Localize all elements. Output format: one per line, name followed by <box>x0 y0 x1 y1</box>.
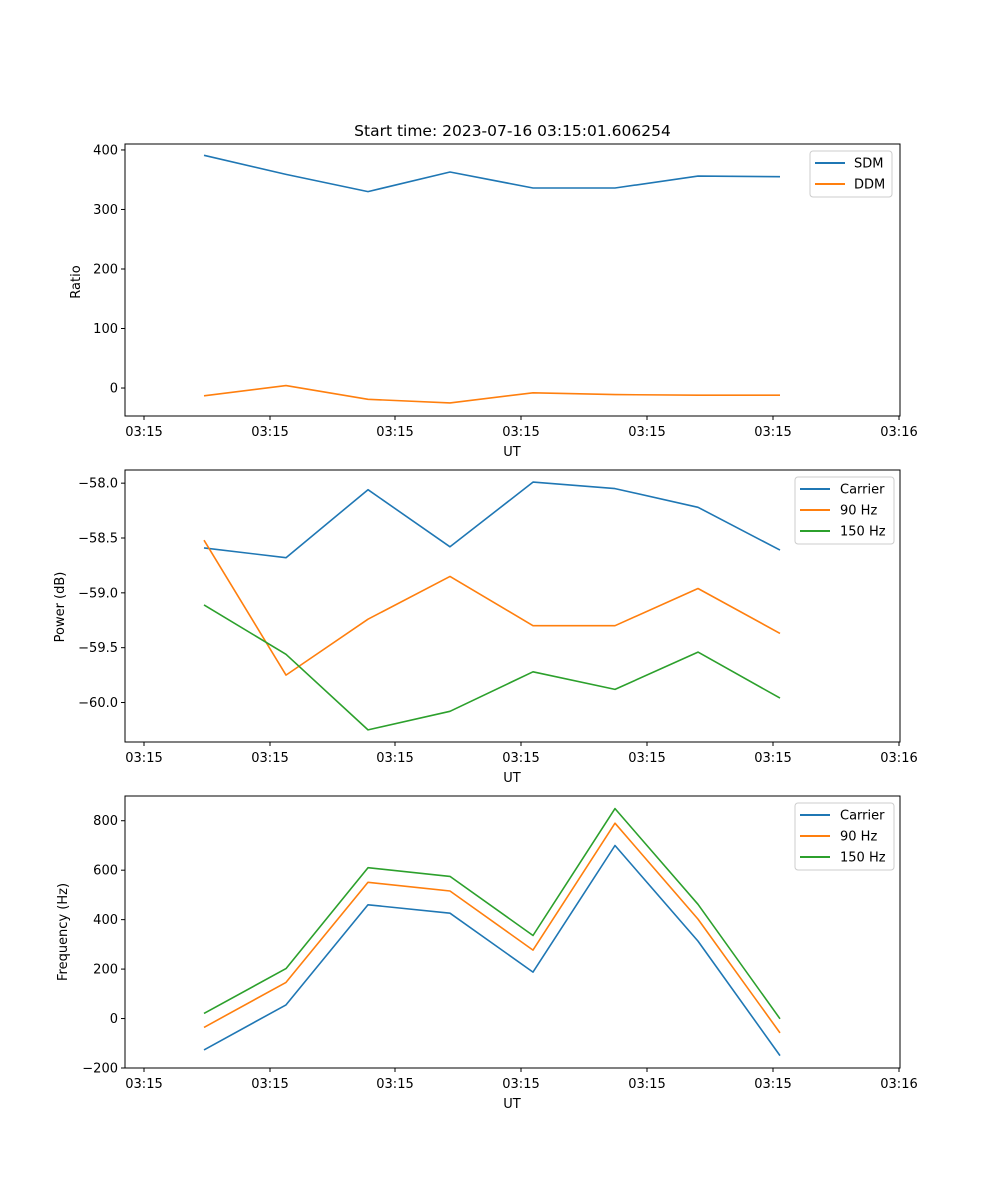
ratio-y-axis-label: Ratio <box>69 265 84 298</box>
x-tick-label: 03:15 <box>376 425 413 440</box>
frequency-axes-frame <box>124 795 901 1069</box>
frequency-plot-area <box>203 807 781 1057</box>
x-tick-label: 03:15 <box>251 425 288 440</box>
y-tick-label: −58.5 <box>78 532 118 547</box>
legend-label-ddm: DDM <box>854 178 885 193</box>
frequency-panel: 03:15 03:15 03:15 03:15 03:15 03:15 03:1… <box>56 795 918 1112</box>
power-legend: Carrier 90 Hz 150 Hz <box>794 476 895 545</box>
x-tick-label: 03:15 <box>754 425 791 440</box>
power-y-ticks: −58.0 −58.5 −59.0 −59.5 −60.0 <box>78 477 125 711</box>
series-line-sdm <box>203 154 781 193</box>
power-x-ticks: 03:15 03:15 03:15 03:15 03:15 03:15 03:1… <box>125 742 918 766</box>
power-plot-area <box>203 481 781 731</box>
legend-label-90hz: 90 Hz <box>840 830 877 845</box>
frequency-x-axis-label: UT <box>503 1097 521 1112</box>
x-tick-label: 03:15 <box>125 425 162 440</box>
y-tick-label: 400 <box>93 143 118 158</box>
series-line-carrier <box>203 481 781 559</box>
x-tick-label: 03:15 <box>376 751 413 766</box>
x-tick-label: 03:15 <box>628 425 665 440</box>
ratio-y-ticks: 0 100 200 300 400 <box>93 143 125 397</box>
y-tick-label: 0 <box>110 1012 118 1027</box>
x-tick-label: 03:15 <box>125 1077 162 1092</box>
x-tick-label: 03:15 <box>502 1077 539 1092</box>
y-tick-label: 600 <box>93 864 118 879</box>
y-tick-label: 100 <box>93 322 118 337</box>
power-y-axis-label: Power (dB) <box>53 572 68 643</box>
frequency-y-axis-label: Frequency (Hz) <box>56 883 71 981</box>
series-line-90-hz <box>203 822 781 1034</box>
frequency-x-ticks: 03:15 03:15 03:15 03:15 03:15 03:15 03:1… <box>125 1068 918 1092</box>
ratio-legend: SDM DDM <box>809 150 893 198</box>
legend-box <box>794 476 895 545</box>
figure-title: Start time: 2023-07-16 03:15:01.606254 <box>354 122 671 140</box>
x-tick-label: 03:15 <box>251 751 288 766</box>
ratio-x-axis-label: UT <box>503 445 521 460</box>
x-tick-label: 03:15 <box>754 751 791 766</box>
series-line-150-hz <box>203 604 781 731</box>
y-tick-label: 800 <box>93 814 118 829</box>
x-tick-label: 03:15 <box>502 751 539 766</box>
legend-box <box>794 802 895 871</box>
y-tick-label: −58.0 <box>78 477 118 492</box>
series-line-ddm <box>203 384 780 404</box>
x-tick-label: 03:15 <box>251 1077 288 1092</box>
series-line-150-hz <box>203 807 781 1020</box>
legend-label-150hz: 150 Hz <box>840 851 886 866</box>
ratio-x-ticks: 03:15 03:15 03:15 03:15 03:15 03:15 03:1… <box>125 416 918 440</box>
y-tick-label: 0 <box>110 382 118 397</box>
power-axes-frame <box>124 469 901 743</box>
y-tick-label: 200 <box>93 963 118 978</box>
x-tick-label: 03:16 <box>880 751 917 766</box>
x-tick-label: 03:15 <box>376 1077 413 1092</box>
x-tick-label: 03:15 <box>125 751 162 766</box>
power-x-axis-label: UT <box>503 771 521 786</box>
ratio-plot-area <box>203 154 781 404</box>
y-tick-label: −59.5 <box>78 641 118 656</box>
legend-label-carrier: Carrier <box>840 809 885 824</box>
power-panel: 03:15 03:15 03:15 03:15 03:15 03:15 03:1… <box>53 469 918 786</box>
y-tick-label: 300 <box>93 203 118 218</box>
x-tick-label: 03:16 <box>880 425 917 440</box>
y-tick-label: −200 <box>82 1062 118 1077</box>
x-tick-label: 03:15 <box>754 1077 791 1092</box>
legend-label-150hz: 150 Hz <box>840 525 886 540</box>
legend-label-sdm: SDM <box>854 157 883 172</box>
y-tick-label: 400 <box>93 913 118 928</box>
y-tick-label: 200 <box>93 262 118 277</box>
x-tick-label: 03:15 <box>502 425 539 440</box>
y-tick-label: −59.0 <box>78 586 118 601</box>
ratio-axes-frame <box>124 143 901 417</box>
series-line-90-hz <box>203 539 781 676</box>
frequency-y-ticks: −200 0 200 400 600 800 <box>82 814 125 1077</box>
x-tick-label: 03:15 <box>628 751 665 766</box>
frequency-legend: Carrier 90 Hz 150 Hz <box>794 802 895 871</box>
x-tick-label: 03:16 <box>880 1077 917 1092</box>
legend-label-carrier: Carrier <box>840 483 885 498</box>
series-line-carrier <box>203 844 781 1057</box>
ratio-panel: Start time: 2023-07-16 03:15:01.606254 0… <box>69 122 918 460</box>
y-tick-label: −60.0 <box>78 696 118 711</box>
x-tick-label: 03:15 <box>628 1077 665 1092</box>
legend-label-90hz: 90 Hz <box>840 504 877 519</box>
